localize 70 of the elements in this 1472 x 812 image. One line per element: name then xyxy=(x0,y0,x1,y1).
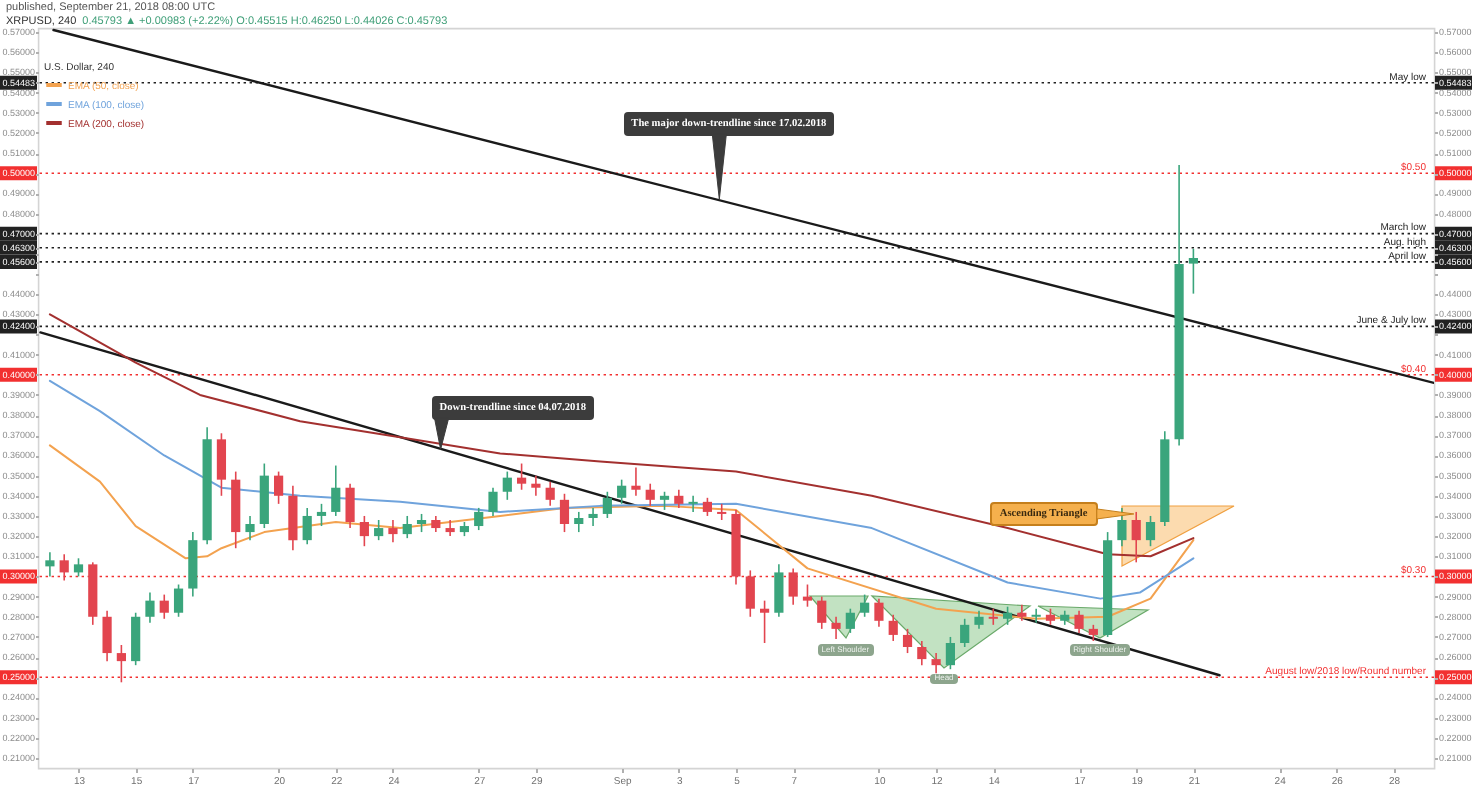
candlestick xyxy=(645,482,655,507)
candlestick xyxy=(688,494,698,513)
candlestick xyxy=(674,488,684,509)
candlestick xyxy=(517,462,527,491)
candlestick xyxy=(288,484,298,552)
candlestick xyxy=(888,613,898,642)
candlestick xyxy=(359,515,369,547)
candlestick xyxy=(445,519,455,537)
candlestick xyxy=(345,482,355,529)
candlestick xyxy=(173,583,184,618)
candlestick xyxy=(488,486,498,517)
candlestick xyxy=(1017,603,1027,622)
candlestick xyxy=(902,628,913,654)
candlestick xyxy=(502,470,512,501)
line-series xyxy=(48,313,1195,558)
candlestick xyxy=(617,478,627,505)
candlestick xyxy=(416,513,427,533)
candlestick xyxy=(717,503,727,521)
candlestick xyxy=(474,507,484,531)
candlestick xyxy=(1131,511,1141,564)
candlestick xyxy=(388,519,398,543)
candlestick xyxy=(860,593,870,618)
candlestick xyxy=(602,490,612,519)
candlestick xyxy=(845,607,855,634)
candlestick xyxy=(631,466,641,497)
candlestick xyxy=(574,511,584,533)
candlestick xyxy=(745,569,755,618)
candlestick xyxy=(159,593,169,620)
candlestick xyxy=(545,480,555,507)
candlestick xyxy=(659,490,670,511)
candlestick xyxy=(759,599,770,644)
candlestick xyxy=(817,595,827,630)
candlestick xyxy=(974,609,984,630)
candlestick xyxy=(245,515,255,541)
candlestick xyxy=(917,640,927,666)
candlestick xyxy=(1188,247,1198,295)
line-series xyxy=(48,379,1195,600)
candlestick xyxy=(73,557,84,578)
candlestick xyxy=(874,597,884,628)
candlestick xyxy=(1145,515,1156,547)
candlestick xyxy=(102,609,112,662)
candlestick xyxy=(531,474,541,497)
candlestick xyxy=(374,519,384,541)
candlestick xyxy=(145,591,155,624)
candlestick xyxy=(802,583,813,608)
candlestick xyxy=(960,617,970,648)
candlestick xyxy=(1002,605,1013,626)
candlestick xyxy=(131,611,141,666)
candlestick xyxy=(216,432,227,497)
candlestick xyxy=(402,515,412,539)
candlestick xyxy=(302,507,312,545)
candlestick xyxy=(588,507,598,527)
candlestick xyxy=(59,553,69,582)
candlestick xyxy=(116,644,126,684)
candlestick xyxy=(945,636,955,670)
candlestick xyxy=(45,551,55,578)
candlestick xyxy=(788,567,798,606)
candlestick xyxy=(831,615,841,640)
candlestick xyxy=(331,464,341,517)
candlestick xyxy=(316,503,327,527)
candlestick xyxy=(1031,607,1041,624)
candlestick xyxy=(931,652,941,675)
candlestick xyxy=(702,497,713,517)
candlestick xyxy=(774,563,784,618)
candlestick xyxy=(1117,507,1127,547)
candlestick xyxy=(988,607,998,626)
candlestick xyxy=(274,470,284,505)
line-series xyxy=(48,444,1195,620)
candlestick xyxy=(559,492,570,533)
candlestick xyxy=(1074,609,1084,634)
